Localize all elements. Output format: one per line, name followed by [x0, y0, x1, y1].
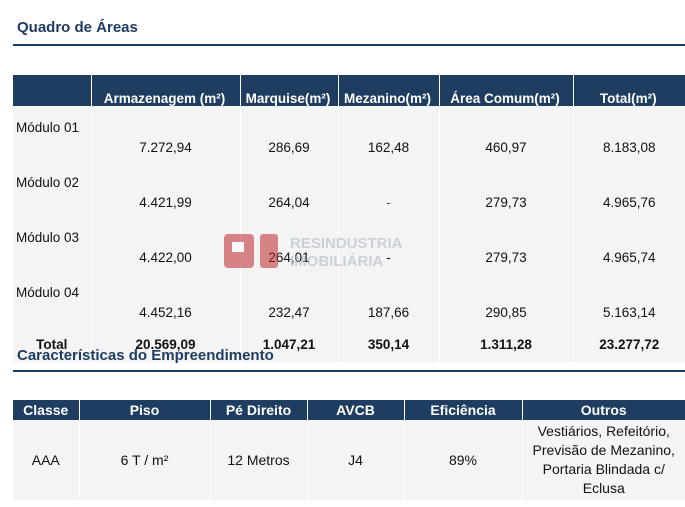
total-marquise: 1.047,21 [239, 326, 338, 362]
cell-armazenagem: 7.272,94 [90, 106, 240, 161]
cell-marquise: 264,01 [239, 216, 338, 271]
value-pe-direito: 12 Metros [209, 420, 307, 500]
cell-total: 5.163,14 [572, 271, 685, 326]
table-row: Módulo 03 4.422,00 264,01 - 279,73 4.965… [13, 216, 685, 271]
total-armazenagem: 20.569,09 [90, 326, 240, 362]
header-classe: Classe [13, 400, 79, 420]
cell-area-comum: 290,85 [438, 271, 573, 326]
cell-total: 8.183,08 [572, 106, 685, 161]
areas-title-rule [13, 44, 685, 46]
table-row: Módulo 01 7.272,94 286,69 162,48 460,97 … [13, 106, 685, 161]
areas-header-row: Armazenagem (m²) Marquise(m²) Mezanino(m… [13, 75, 685, 106]
header-avcb: AVCB [306, 400, 404, 420]
cell-marquise: 232,47 [239, 271, 338, 326]
module-name: Módulo 01 [13, 106, 91, 161]
cell-total: 4.965,76 [572, 161, 685, 216]
resindustria-logo: RESINDUSTRIA IMOBILIÁRIA [224, 234, 403, 270]
value-avcb: J4 [306, 420, 404, 500]
cell-area-comum: 279,73 [438, 161, 573, 216]
value-outros: Vestiários, Refeitório, Previsão de Meza… [521, 420, 685, 500]
areas-header-armazenagem: Armazenagem (m²) [90, 75, 240, 106]
logo-r-hole [232, 242, 244, 252]
value-classe: AAA [13, 420, 79, 500]
caracteristicas-title: Características do Empreendimento [17, 347, 274, 364]
areas-header-area-comum: Área Comum(m²) [438, 75, 573, 106]
header-outros: Outros [521, 400, 685, 420]
module-name: Módulo 04 [13, 271, 91, 326]
cell-armazenagem: 4.422,00 [90, 216, 240, 271]
table-row: Módulo 04 4.452,16 232,47 187,66 290,85 … [13, 271, 685, 326]
value-eficiencia: 89% [403, 420, 522, 500]
cell-area-comum: 460,97 [438, 106, 573, 161]
total-row: Total 20.569,09 1.047,21 350,14 1.311,28… [13, 326, 685, 362]
cell-area-comum: 279,73 [438, 216, 573, 271]
watermark-line1: RESINDUSTRIA [290, 235, 403, 252]
areas-header-total: Total(m²) [572, 75, 685, 106]
value-piso: 6 T / m² [78, 420, 210, 500]
outros-line: Vestiários, Refeitório, [537, 423, 670, 439]
caracteristicas-header-row: Classe Piso Pé Direito AVCB Eficiência O… [13, 400, 685, 420]
header-eficiencia: Eficiência [403, 400, 522, 420]
cell-armazenagem: 4.421,99 [90, 161, 240, 216]
total-total: 23.277,72 [572, 326, 685, 362]
cell-mezanino: - [337, 216, 439, 271]
caracteristicas-title-rule [13, 370, 685, 372]
outros-line: Eclusa [582, 480, 625, 496]
header-pe-direito: Pé Direito [209, 400, 307, 420]
cell-mezanino: - [337, 161, 439, 216]
outros-line: Previsão de Mezanino, [532, 442, 675, 458]
table-row: Módulo 02 4.421,99 264,04 - 279,73 4.965… [13, 161, 685, 216]
cell-total: 4.965,74 [572, 216, 685, 271]
header-piso: Piso [78, 400, 210, 420]
cell-marquise: 286,69 [239, 106, 338, 161]
areas-table: Armazenagem (m²) Marquise(m²) Mezanino(m… [13, 75, 685, 362]
caracteristicas-row: AAA 6 T / m² 12 Metros J4 89% Vestiários… [13, 420, 685, 500]
outros-line: Portaria Blindada c/ [542, 461, 665, 477]
cell-armazenagem: 4.452,16 [90, 271, 240, 326]
cell-mezanino: 187,66 [337, 271, 439, 326]
areas-header-mezanino: Mezanino(m²) [337, 75, 439, 106]
watermark-line2: IMOBILIÁRIA [290, 253, 383, 270]
module-name: Módulo 02 [13, 161, 91, 216]
total-mezanino: 350,14 [337, 326, 439, 362]
areas-title: Quadro de Áreas [17, 19, 138, 36]
resindustria-watermark: RESINDUSTRIA IMOBILIÁRIA [222, 230, 437, 272]
areas-header-marquise: Marquise(m²) [239, 75, 338, 106]
total-label: Total [13, 326, 91, 362]
cell-mezanino: 162,48 [337, 106, 439, 161]
areas-header-blank [13, 75, 91, 106]
total-area-comum: 1.311,28 [438, 326, 573, 362]
module-name: Módulo 03 [13, 216, 91, 271]
logo-i-shape [260, 234, 278, 268]
cell-marquise: 264,04 [239, 161, 338, 216]
caracteristicas-table: Classe Piso Pé Direito AVCB Eficiência O… [13, 400, 685, 500]
